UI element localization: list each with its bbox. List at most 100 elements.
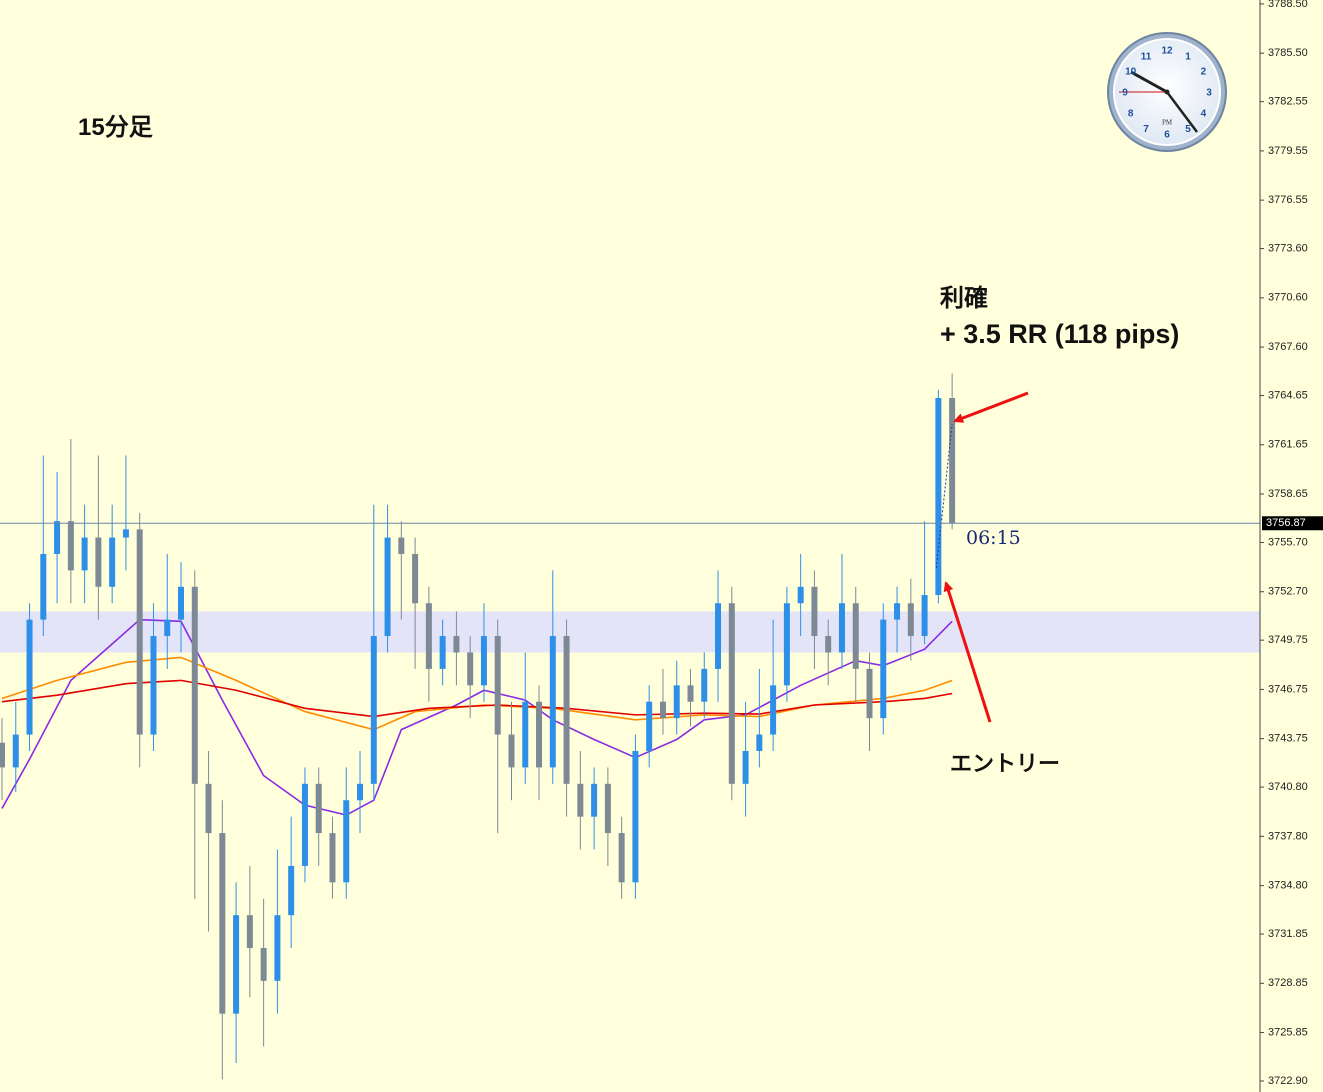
clock-numeral: 9 [1122, 88, 1128, 99]
candle-body [797, 586, 804, 604]
candle-body [26, 619, 33, 735]
candle-body [880, 619, 887, 719]
candle-body [894, 603, 901, 620]
y-tick-label: 3737.80 [1268, 830, 1308, 842]
candle-body [935, 397, 942, 596]
candle-body [494, 636, 501, 735]
y-tick-label: 3758.65 [1268, 488, 1308, 500]
clock-numeral: 11 [1141, 51, 1152, 62]
hour-hand [1130, 70, 1168, 94]
candle-body [811, 586, 818, 637]
y-tick-label: 3773.60 [1268, 242, 1308, 254]
moving-average-line [1, 679, 953, 718]
candle-body [191, 586, 198, 784]
current-price-box [1262, 516, 1323, 531]
candle-body [618, 833, 625, 883]
y-tick-label: 3761.65 [1268, 439, 1308, 451]
candle-body [632, 750, 639, 883]
candle-body [122, 529, 129, 538]
candle-body [522, 701, 529, 768]
trade-line [935, 423, 953, 569]
y-tick-label: 3764.65 [1268, 389, 1308, 401]
candle-body [687, 685, 694, 702]
candle-body [370, 636, 377, 784]
candle-body [425, 603, 432, 669]
y-tick-label: 3725.85 [1268, 1026, 1308, 1038]
clock-numeral: 2 [1201, 67, 1207, 78]
y-tick-label: 3785.50 [1268, 47, 1308, 59]
candle-body [233, 915, 240, 1014]
take-profit-label: 利確 [940, 284, 988, 312]
candle-body [783, 603, 790, 686]
candle-body [12, 734, 19, 768]
candle-body [95, 537, 102, 587]
candle-body [219, 833, 226, 1014]
candle-body [838, 603, 845, 653]
y-tick-label: 3782.55 [1268, 96, 1308, 108]
y-tick-label: 3776.55 [1268, 194, 1308, 206]
candle-body [701, 668, 708, 702]
candle-body [205, 783, 212, 834]
candle-body [921, 595, 928, 637]
entry-label: エントリー [950, 751, 1060, 776]
clock-numeral: 1 [1185, 51, 1191, 62]
clock-numeral: 3 [1206, 88, 1212, 99]
candle-body [508, 734, 515, 768]
candle-body [715, 603, 722, 669]
candle-body [274, 915, 281, 981]
clock-period: PM [1162, 119, 1173, 127]
candle-body [54, 521, 61, 554]
candle-body [315, 783, 322, 834]
y-tick-label: 3779.55 [1268, 145, 1308, 157]
candle-body [453, 636, 460, 653]
candle-body [673, 685, 680, 719]
candle-body [659, 701, 666, 719]
candle-body [178, 586, 185, 620]
current-price-label: 3756.87 [1266, 517, 1306, 529]
support-zone [0, 611, 1260, 653]
countdown-label: 06:15 [966, 527, 1021, 549]
chart-title: 15分足 [78, 114, 153, 141]
candle-body [40, 553, 47, 620]
candle-body [398, 537, 405, 554]
exit-arrow [953, 391, 1029, 423]
candle-body [536, 701, 543, 768]
clock-numeral: 7 [1143, 124, 1149, 135]
y-tick-label: 3740.80 [1268, 781, 1308, 793]
candle-body [563, 636, 570, 784]
candle-body [949, 397, 956, 524]
clock-numeral: 6 [1164, 130, 1170, 141]
candle-body [604, 783, 611, 834]
candle-body [301, 783, 308, 866]
clock-numeral: 8 [1128, 109, 1134, 120]
candle-body [384, 537, 391, 637]
candle-body [164, 619, 171, 637]
candle-body [549, 636, 556, 768]
entry-arrow [943, 581, 992, 723]
y-tick-label: 3767.60 [1268, 341, 1308, 353]
y-tick-label: 3788.50 [1268, 0, 1308, 10]
candle-body [329, 833, 336, 883]
candle-body [260, 948, 267, 981]
candle-body [728, 603, 735, 784]
candle-body [246, 915, 253, 949]
candle-body [136, 529, 143, 735]
result-label: + 3.5 RR (118 pips) [940, 319, 1179, 349]
candle-body [577, 783, 584, 817]
candle-body [343, 800, 350, 883]
candle-body [439, 636, 446, 669]
y-tick-label: 3770.60 [1268, 292, 1308, 304]
candle-body [756, 734, 763, 751]
candle-body [150, 636, 157, 735]
y-tick-label: 3731.85 [1268, 928, 1308, 940]
candle-body [907, 603, 914, 637]
candle-body [412, 553, 419, 604]
y-tick-label: 3746.75 [1268, 683, 1308, 695]
candle-body [288, 865, 295, 916]
candle-body [467, 652, 474, 686]
clock-numeral: 4 [1201, 109, 1207, 120]
clock-center [1164, 89, 1170, 95]
y-tick-label: 3743.75 [1268, 733, 1308, 745]
